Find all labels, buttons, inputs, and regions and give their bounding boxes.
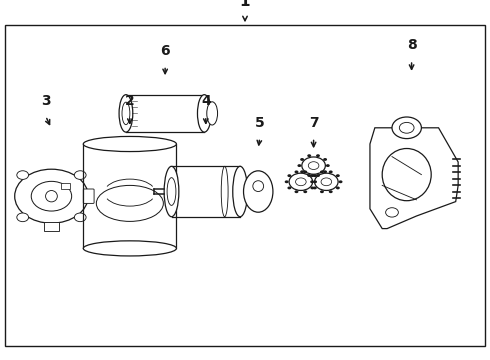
Ellipse shape xyxy=(83,241,176,256)
Circle shape xyxy=(307,154,311,157)
Ellipse shape xyxy=(233,166,247,217)
Circle shape xyxy=(74,171,86,179)
Circle shape xyxy=(313,180,317,183)
Text: 3: 3 xyxy=(41,94,50,108)
Bar xyxy=(44,222,59,231)
Polygon shape xyxy=(370,128,458,229)
Circle shape xyxy=(297,164,301,167)
Circle shape xyxy=(310,180,314,183)
Circle shape xyxy=(294,170,298,173)
Circle shape xyxy=(320,170,324,173)
Circle shape xyxy=(315,173,338,190)
Circle shape xyxy=(307,174,311,177)
Circle shape xyxy=(285,180,289,183)
Circle shape xyxy=(300,170,304,173)
FancyBboxPatch shape xyxy=(83,189,94,203)
Ellipse shape xyxy=(197,95,211,132)
Circle shape xyxy=(288,174,292,177)
Text: 8: 8 xyxy=(407,38,416,52)
Circle shape xyxy=(310,174,314,177)
Circle shape xyxy=(300,158,304,161)
Circle shape xyxy=(386,208,398,217)
Circle shape xyxy=(336,174,340,177)
Ellipse shape xyxy=(119,95,133,132)
Circle shape xyxy=(17,213,28,222)
Circle shape xyxy=(329,170,333,173)
Circle shape xyxy=(74,213,86,222)
Text: 1: 1 xyxy=(240,0,250,9)
Ellipse shape xyxy=(207,102,218,125)
Ellipse shape xyxy=(83,136,176,152)
Text: 4: 4 xyxy=(201,94,211,108)
Ellipse shape xyxy=(244,171,273,212)
Circle shape xyxy=(302,157,325,174)
Circle shape xyxy=(294,190,298,193)
Circle shape xyxy=(310,186,314,189)
Ellipse shape xyxy=(382,148,431,201)
Ellipse shape xyxy=(164,166,179,217)
Text: 6: 6 xyxy=(160,44,170,58)
Circle shape xyxy=(316,154,320,157)
Bar xyxy=(5,25,485,346)
Circle shape xyxy=(339,180,343,183)
Bar xyxy=(61,183,70,189)
Circle shape xyxy=(303,170,307,173)
Circle shape xyxy=(392,117,421,139)
Circle shape xyxy=(289,173,313,190)
Circle shape xyxy=(323,158,327,161)
Text: 5: 5 xyxy=(255,116,265,130)
Circle shape xyxy=(336,186,340,189)
Circle shape xyxy=(17,171,28,179)
Circle shape xyxy=(326,164,330,167)
Text: 7: 7 xyxy=(309,116,318,130)
Circle shape xyxy=(320,190,324,193)
Circle shape xyxy=(303,190,307,193)
Circle shape xyxy=(316,174,320,177)
Circle shape xyxy=(15,169,88,223)
Circle shape xyxy=(313,186,317,189)
Text: 2: 2 xyxy=(125,94,135,108)
Circle shape xyxy=(323,170,327,173)
Circle shape xyxy=(313,174,317,177)
Circle shape xyxy=(329,190,333,193)
Circle shape xyxy=(288,186,292,189)
